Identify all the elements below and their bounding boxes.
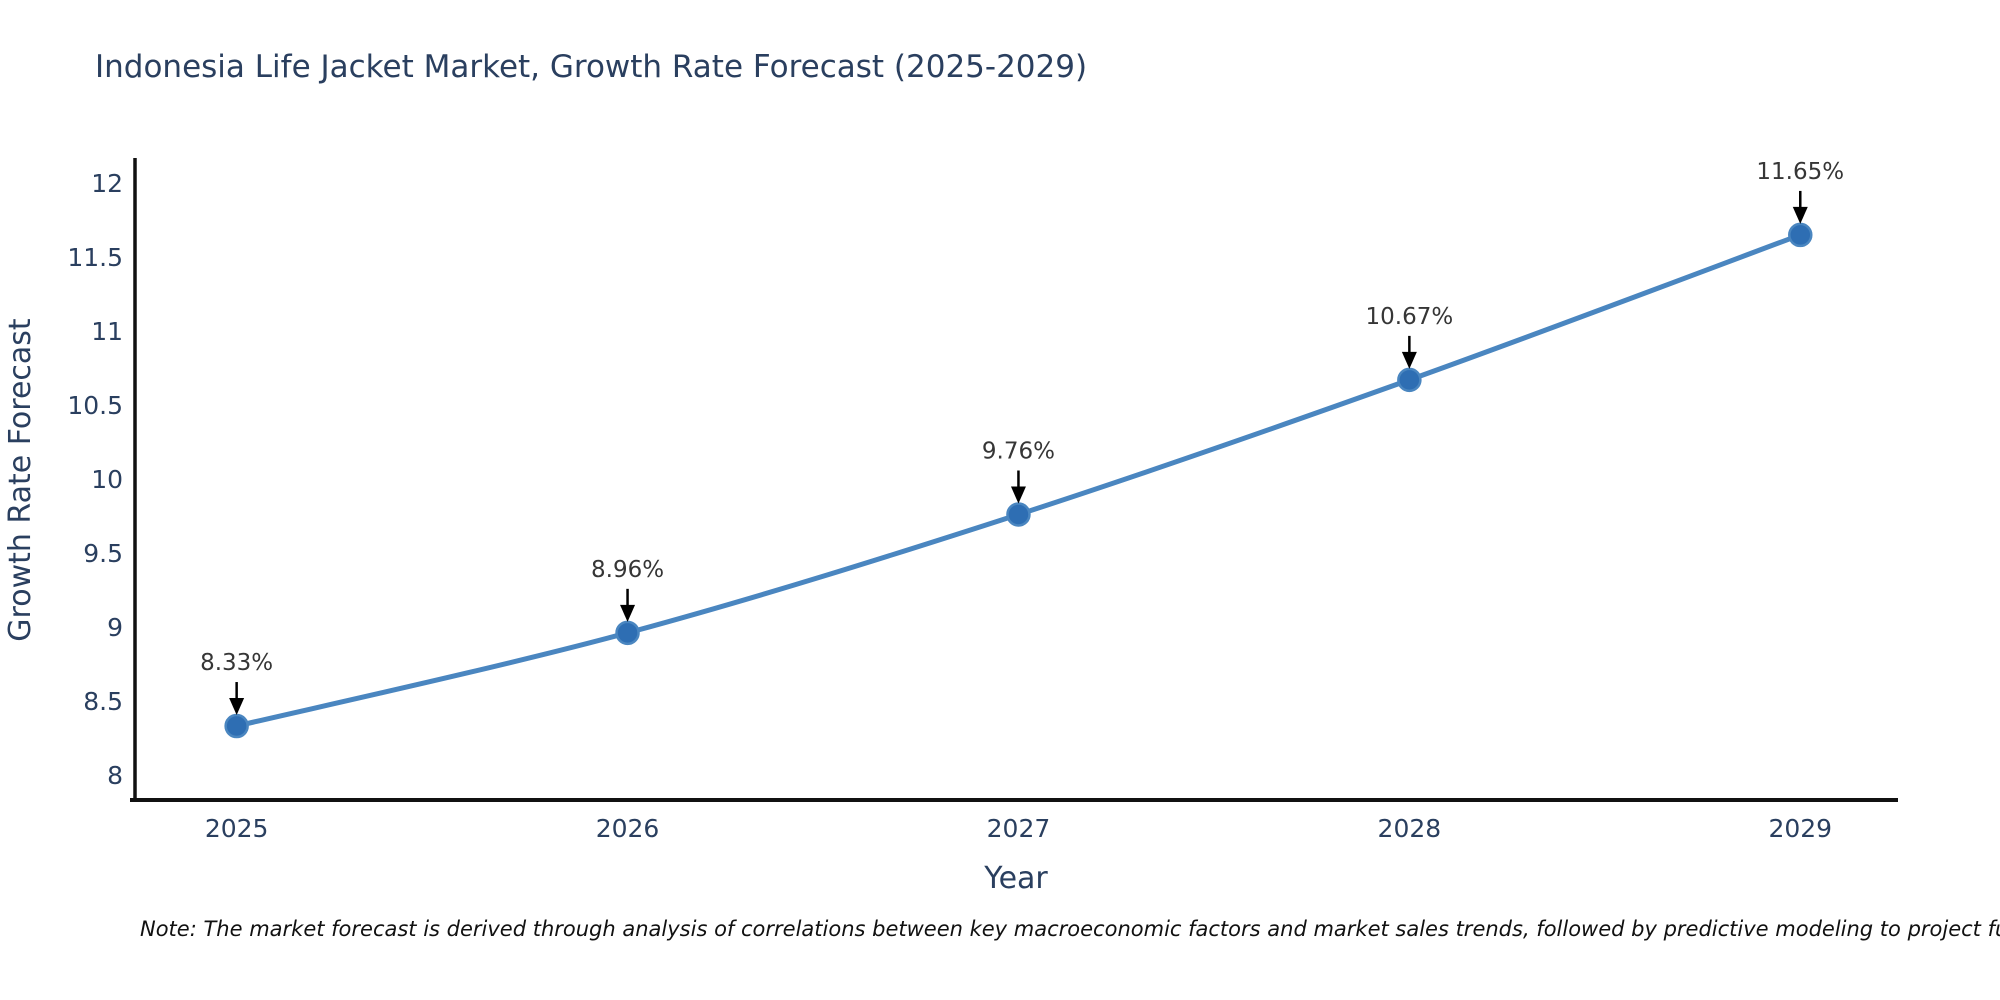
axes	[130, 158, 1898, 802]
y-tick-labels: 8 8.5 9 9.5 10 10.5 11 11.5 12	[67, 169, 123, 790]
annotation-arrow-head	[229, 698, 245, 716]
y-tick-label: 8.5	[83, 687, 123, 716]
y-tick-label: 9.5	[83, 539, 123, 568]
chart-title: Indonesia Life Jacket Market, Growth Rat…	[95, 49, 1087, 85]
data-series	[224, 222, 1813, 739]
point-value-label: 10.67%	[1366, 304, 1454, 330]
y-tick-label: 10	[91, 465, 123, 494]
data-point-marker	[1788, 222, 1813, 248]
x-tick-label: 2026	[596, 814, 660, 843]
x-tick-labels: 2025 2026 2027 2028 2029	[205, 814, 1832, 843]
point-annotations: 8.33% 8.96% 9.76% 10.67% 11.65%	[200, 159, 1844, 716]
x-tick-label: 2029	[1768, 814, 1832, 843]
annotation-arrow-head	[620, 604, 636, 622]
annotation-arrow-head	[1010, 486, 1026, 504]
y-tick-label: 12	[91, 169, 123, 198]
annotation-arrow-head	[1401, 351, 1417, 369]
y-tick-label: 8	[107, 761, 123, 790]
y-tick-label: 9	[107, 613, 123, 642]
y-tick-label: 10.5	[67, 391, 123, 420]
point-value-label: 8.96%	[591, 557, 664, 583]
x-tick-label: 2028	[1378, 814, 1442, 843]
x-tick-label: 2027	[987, 814, 1051, 843]
data-point-marker	[1397, 367, 1422, 393]
annotation-arrow-head	[1792, 206, 1808, 224]
x-tick-label: 2025	[205, 814, 269, 843]
point-value-label: 8.33%	[200, 650, 273, 676]
footnote: Note: The market forecast is derived thr…	[140, 917, 2000, 941]
data-point-marker	[224, 713, 249, 739]
point-value-label: 11.65%	[1756, 159, 1844, 185]
data-point-marker	[1006, 502, 1031, 527]
data-point-marker	[615, 620, 640, 646]
point-value-label: 9.76%	[982, 439, 1055, 465]
y-tick-label: 11	[91, 317, 123, 346]
y-axis-title: Growth Rate Forecast	[3, 318, 38, 642]
x-axis-title: Year	[983, 861, 1048, 896]
y-tick-label: 11.5	[67, 243, 123, 272]
